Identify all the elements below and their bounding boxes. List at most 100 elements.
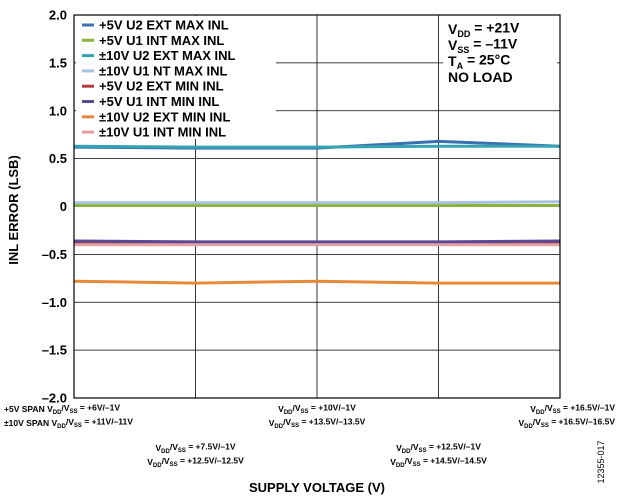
text-segment: V: [278, 404, 284, 414]
text-segment: DD: [53, 410, 62, 416]
y-tick-label: –0.5: [42, 247, 67, 262]
text-segment: = 25°C: [463, 51, 510, 67]
text-segment: = +11V/–11V: [82, 416, 133, 426]
x-category-label: VDD/VSS = +13.5V/–13.5V: [269, 416, 366, 430]
legend-label: +5V U2 EXT MIN INL: [99, 79, 224, 94]
series-line: [73, 144, 560, 149]
x-axis-title: SUPPLY VOLTAGE (V): [249, 480, 385, 495]
x-category-label: VDD/VSS = +7.5V/–1V: [155, 441, 235, 455]
text-segment: DD: [536, 410, 545, 416]
text-segment: NO LOAD: [448, 69, 513, 85]
x-category-label: ±10V SPAN VDD/VSS = +11V/–11V: [4, 416, 133, 430]
text-segment: = +16.5V/–1V: [561, 402, 616, 412]
text-segment: A: [457, 61, 464, 71]
text-segment: SS: [413, 462, 421, 468]
text-segment: DD: [524, 424, 533, 430]
legend-label: ±10V U2 EXT MAX INL: [99, 48, 236, 63]
text-segment: SS: [457, 45, 469, 55]
legend-label: +5V U1 INT MAX INL: [99, 33, 224, 48]
text-segment: V: [518, 418, 524, 428]
text-segment: /V: [162, 456, 170, 466]
series-lines: [73, 139, 561, 285]
y-tick-label: –1.0: [42, 295, 67, 310]
text-segment: /V: [170, 442, 178, 452]
text-segment: = +12.5V/–1V: [427, 441, 482, 451]
x-category-label: VDD/VSS = +10V/–1V: [278, 402, 356, 416]
x-category-label: VDD/VSS = +16.5V/–16.5V: [518, 416, 615, 430]
text-segment: DD: [396, 463, 405, 469]
y-tick-label: 0: [60, 199, 67, 214]
text-segment: V: [448, 37, 458, 53]
text-segment: /V: [533, 417, 541, 427]
text-segment: = +16.5V/–16.5V: [549, 416, 615, 426]
text-segment: /V: [66, 417, 74, 427]
y-tick-label: 1.5: [49, 55, 67, 70]
text-segment: = +12.5V/–12.5V: [178, 455, 244, 465]
text-segment: = +6V/–1V: [77, 402, 120, 412]
condition-line: VSS = –11V: [448, 35, 518, 55]
series-line: [74, 200, 561, 205]
text-segment: = +10V/–1V: [309, 402, 357, 412]
text-segment: SS: [301, 409, 309, 415]
text-segment: +5V SPAN V: [4, 404, 53, 414]
legend-label: ±10V U2 EXT MIN INL: [99, 109, 230, 124]
text-segment: V: [269, 418, 275, 428]
legend-label: +5V U2 EXT MAX INL: [99, 18, 229, 33]
y-tick-label: 1.0: [49, 103, 67, 118]
text-segment: SS: [69, 409, 77, 415]
x-category-label: VDD/VSS = +12.5V/–1V: [396, 441, 481, 455]
text-segment: V: [530, 404, 536, 414]
text-segment: V: [390, 457, 396, 467]
x-category-label: +5V SPAN VDD/VSS = +6V/–1V: [4, 402, 120, 416]
text-segment: = +14.5V/–14.5V: [421, 455, 487, 465]
condition-line: VDD = +21V: [448, 19, 520, 39]
y-tick-label: 0.5: [49, 151, 67, 166]
condition-line: NO LOAD: [448, 69, 513, 85]
text-segment: = +7.5V/–1V: [186, 441, 236, 451]
text-segment: SS: [553, 409, 561, 415]
x-category-label: VDD/VSS = +16.5V/–1V: [530, 402, 615, 416]
text-segment: = –11V: [469, 35, 518, 51]
text-segment: /V: [405, 456, 413, 466]
text-segment: ±10V SPAN V: [4, 418, 57, 428]
text-segment: V: [396, 443, 402, 453]
text-segment: /V: [410, 442, 418, 452]
series-line: [73, 239, 561, 244]
text-segment: /V: [545, 403, 553, 413]
y-axis-title: INL ERROR (LSB): [6, 155, 21, 265]
legend-label: ±10V U1 NT MAX INL: [99, 63, 228, 78]
text-segment: T: [448, 53, 457, 69]
text-segment: /V: [61, 403, 69, 413]
plot-frame: [73, 14, 561, 399]
text-segment: SS: [541, 423, 549, 429]
y-tick-label: –2.0: [42, 391, 67, 406]
text-segment: DD: [274, 424, 283, 430]
x-category-labels: +5V SPAN VDD/VSS = +6V/–1V±10V SPAN VDD/…: [4, 402, 615, 469]
legend-label: +5V U1 INT MIN INL: [99, 94, 219, 109]
y-tick-label: 2.0: [49, 8, 67, 23]
text-segment: SS: [419, 448, 427, 454]
condition-line: TA = 25°C: [448, 51, 510, 71]
figure-id: 12355-017: [596, 440, 606, 483]
text-segment: DD: [161, 449, 170, 455]
x-category-label: VDD/VSS = +12.5V/–12.5V: [147, 455, 244, 469]
legend-background: [76, 16, 276, 139]
text-segment: = +13.5V/–13.5V: [299, 416, 365, 426]
text-segment: DD: [402, 449, 411, 455]
text-segment: = +21V: [470, 19, 520, 35]
text-segment: SS: [178, 448, 186, 454]
text-segment: DD: [457, 29, 470, 39]
y-tick-label: –1.5: [42, 343, 67, 358]
text-segment: SS: [170, 462, 178, 468]
text-segment: SS: [74, 423, 82, 429]
text-segment: V: [448, 21, 458, 37]
text-segment: DD: [284, 410, 293, 416]
legend-label: ±10V U1 INT MIN INL: [99, 125, 226, 140]
x-category-label: VDD/VSS = +14.5V/–14.5V: [390, 455, 487, 469]
y-tick-labels: 2.0 1.5 1.0 0.5 0 –0.5 –1.0 –1.5 –2.0: [42, 8, 67, 406]
text-segment: V: [155, 443, 161, 453]
text-segment: DD: [57, 424, 66, 430]
text-segment: /V: [293, 403, 301, 413]
